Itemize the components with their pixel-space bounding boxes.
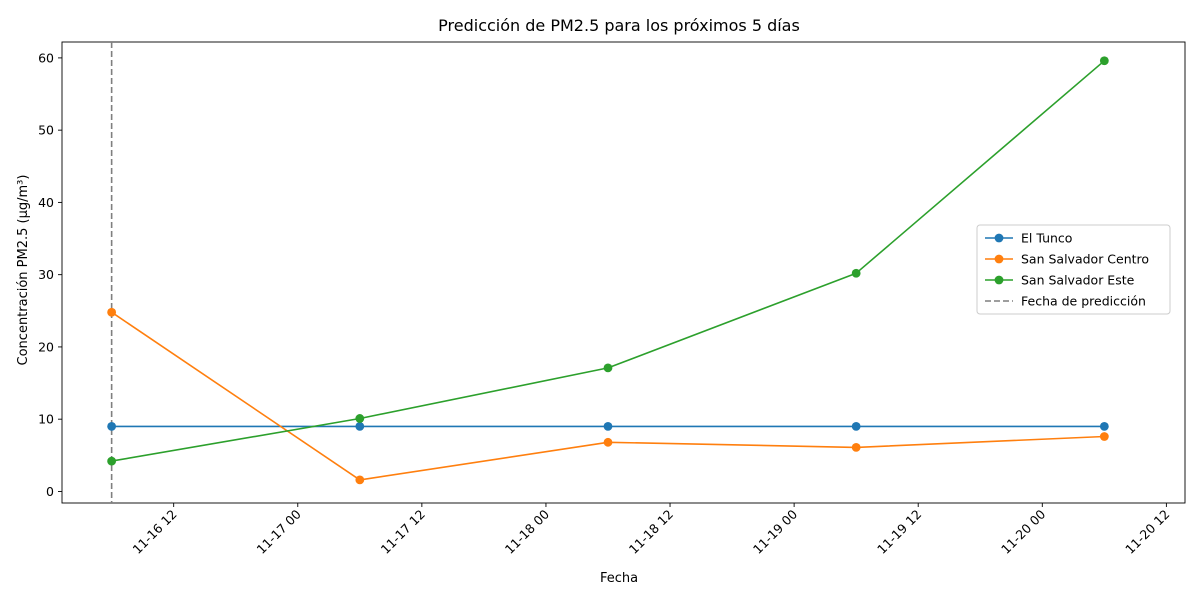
y-axis-label: Concentración PM2.5 (μg/m³) — [16, 175, 31, 366]
y-tick-label: 20 — [38, 339, 54, 354]
data-point — [851, 268, 861, 278]
legend-marker — [994, 233, 1004, 243]
legend: El Tunco San Salvador Centro San Salvador … — [976, 224, 1171, 315]
y-tick-label: 40 — [38, 195, 54, 210]
data-point — [355, 422, 365, 431]
data-point — [851, 422, 861, 431]
data-point — [107, 422, 117, 431]
data-point — [1099, 422, 1109, 431]
data-point — [851, 442, 861, 452]
legend-label: San Salvador Este — [1021, 273, 1135, 288]
data-point — [603, 437, 613, 447]
legend-label: El Tunco — [1021, 231, 1072, 246]
data-point — [1099, 56, 1109, 66]
data-point — [107, 307, 117, 317]
legend-marker — [994, 275, 1004, 285]
x-axis-label: Fecha — [600, 571, 638, 586]
y-tick-label: 50 — [38, 123, 54, 138]
legend-label: San Salvador Centro — [1021, 252, 1149, 267]
y-tick-label: 10 — [38, 412, 54, 427]
y-tick-label: 30 — [38, 267, 54, 282]
data-point — [355, 414, 365, 423]
data-point — [603, 363, 613, 373]
legend-marker — [994, 254, 1004, 264]
data-point — [355, 475, 365, 485]
data-point — [107, 456, 117, 466]
legend-box — [976, 224, 1171, 315]
chart-title: Predicción de PM2.5 para los próximos 5 … — [438, 16, 800, 35]
data-point — [1099, 432, 1109, 441]
data-point — [603, 422, 613, 431]
axes-frame — [61, 41, 1186, 504]
y-tick-label: 60 — [38, 50, 54, 65]
legend-label: Fecha de predicción — [1021, 294, 1146, 309]
y-tick-label: 0 — [46, 484, 54, 499]
